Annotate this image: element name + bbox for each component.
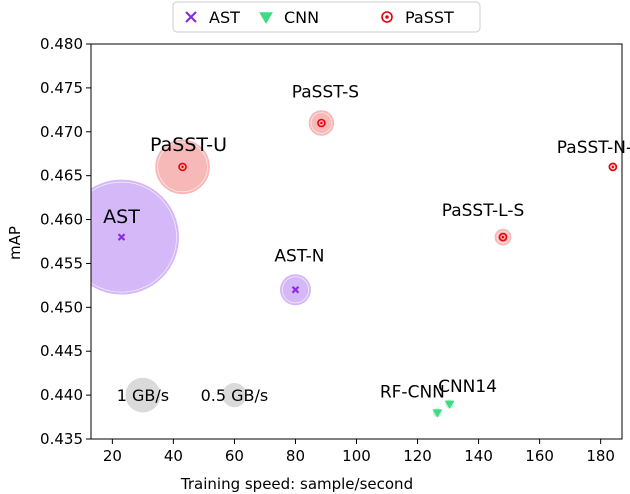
y-tick-label: 0.480 [40,35,83,53]
circle-marker-dot [501,235,505,239]
x-tick-label: 80 [286,447,305,465]
circle-marker-ring [178,162,187,172]
point-marker-ast [117,233,126,241]
y-tick-label: 0.435 [40,430,83,448]
y-tick-label: 0.470 [40,123,83,141]
legend-label-ast: AST [209,8,240,27]
y-tick-label: 0.465 [40,167,83,185]
triangle-marker [432,409,443,418]
y-tick-label: 0.440 [40,386,83,404]
bubble-inner-ring [157,141,208,193]
size-reference-bubble [124,376,162,414]
x-tick-label: 40 [164,447,183,465]
x-tick-label: 140 [464,447,493,465]
point-label-rf-cnn: RF-CNN [380,383,445,403]
bubble-inner-ring [91,181,177,293]
circle-marker-dot [611,165,615,169]
y-tick-label: 0.455 [40,254,83,272]
legend-marker-cnn [259,12,273,24]
circle-marker-dot [385,15,389,19]
point-marker-passt-l-s [498,232,508,242]
y-tick-label: 0.450 [40,298,83,316]
legend-label-cnn: CNN [284,8,319,27]
point-marker-ast-n [291,285,300,294]
point-marker-passt-s [317,118,326,128]
circle-marker-dot [181,165,184,169]
circle-marker-ring [498,232,508,242]
legend: AST CNN PaSST [172,1,481,33]
x-axis-label: Training speed: sample/second [180,475,413,493]
x-axis: 20 40 60 80 100 120 140 160 180 [103,439,615,465]
point-marker-rf-cnn [432,409,443,418]
triangle-marker [259,12,273,24]
x-tick-label: 20 [103,447,122,465]
size-reference-label: 0.5 GB/s [201,386,269,405]
triangle-marker [444,400,455,409]
x-tick-label: 160 [525,447,554,465]
x-tick-label: 120 [403,447,432,465]
circle-marker-dot [320,121,323,125]
point-label-ast-n: AST-N [274,247,324,267]
y-tick-label: 0.445 [40,342,83,360]
legend-label-passt: PaSST [405,8,454,27]
size-reference-label: 1 GB/s [117,386,169,405]
x-marker-stroke [117,233,126,241]
circle-marker-ring [317,118,326,128]
legend-marker-passt [381,11,393,23]
y-axis-label: mAP [6,226,24,260]
point-label-passt-n-s: PaSST-N-S [557,138,630,158]
point-label-cnn14: CNN14 [438,377,497,397]
legend-box [172,1,481,33]
circle-marker-ring [608,162,618,172]
point-marker-cnn14 [444,400,455,409]
point-marker-passt-n-s [608,162,618,172]
y-axis: 0.435 0.440 0.445 0.450 0.455 0.460 0.465 0.470… [40,35,91,448]
size-reference-bubble [221,381,248,409]
point-marker-passt-u [178,162,187,172]
bubble-ast [91,178,181,296]
y-tick-label: 0.460 [40,211,83,229]
x-marker-stroke [291,285,300,294]
bubble-inner-ring [610,164,616,170]
point-label-ast: AST [103,206,140,228]
y-tick-label: 0.475 [40,79,83,97]
circle-marker-ring [381,11,393,23]
bubble-inner-ring [310,112,333,134]
point-label-passt-l-s: PaSST-L-S [442,201,525,221]
point-label-passt-u: PaSST-U [150,134,227,156]
x-tick-label: 60 [225,447,244,465]
x-tick-label: 180 [586,447,615,465]
point-label-passt-s: PaSST-S [292,83,359,103]
bubble-inner-ring [281,276,309,304]
x-tick-label: 100 [342,447,371,465]
bubble-inner-ring [496,230,510,244]
x-marker-stroke [185,11,197,23]
legend-marker-ast [185,11,197,23]
